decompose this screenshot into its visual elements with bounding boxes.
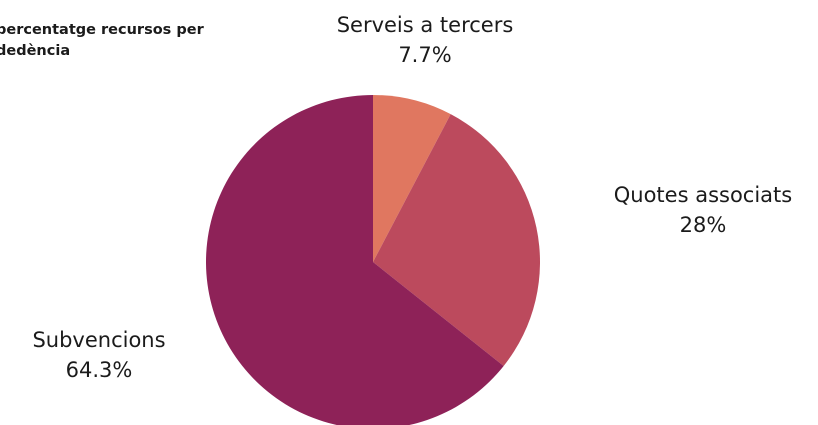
label-subvencions: Subvencions 64.3%	[0, 325, 209, 385]
pie-slices	[206, 95, 540, 425]
label-quotes-associats: Quotes associats 28%	[583, 180, 818, 240]
slice-label-name: Quotes associats	[613, 183, 793, 207]
slice-label-name: Subvencions	[32, 328, 166, 352]
label-serveis-a-tercers: Serveis a tercers 7.7%	[305, 10, 545, 70]
chart-title: percentatge recursos per dedència	[0, 22, 204, 59]
slice-label-value: 7.7%	[398, 43, 452, 67]
pie-slice-quotes-associats	[373, 114, 540, 367]
slice-label-name: Serveis a tercers	[336, 13, 514, 37]
slice-label-value: 64.3%	[65, 358, 133, 382]
pie-slice-serveis-a-tercers	[373, 95, 451, 262]
slice-label-value: 28%	[679, 213, 727, 237]
pie-slice-subvencions	[206, 95, 504, 425]
